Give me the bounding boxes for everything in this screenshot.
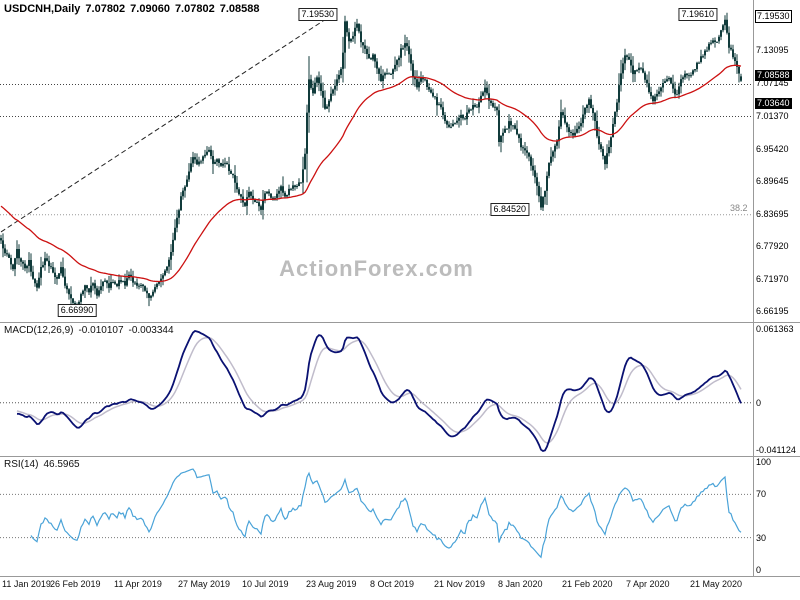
price-axis-label: 6.66195 xyxy=(756,305,789,316)
x-axis-label: 7 Apr 2020 xyxy=(626,579,670,589)
fib-ratio-label: 38.2 xyxy=(730,202,748,213)
x-axis-label: 11 Apr 2019 xyxy=(114,579,162,589)
rsi-axis-label: 0 xyxy=(756,565,762,575)
macd-line xyxy=(16,330,742,452)
chart-title: USDCNH,Daily 7.07802 7.09060 7.07802 7.08588 xyxy=(4,3,264,15)
macd-indicator-label: MACD(12,26,9) -0.010107 -0.003344 xyxy=(4,325,179,336)
price-axis-label: 6.89645 xyxy=(756,175,789,186)
price-axis-label: 7.08588 xyxy=(755,70,792,82)
rsi-title: RSI(14) xyxy=(4,459,39,470)
rsi-value: 46.5965 xyxy=(43,459,80,470)
moving-average-line xyxy=(0,64,742,283)
macd-value-main: -0.010107 xyxy=(78,325,124,336)
rsi-axis-label: 30 xyxy=(756,532,767,543)
x-axis-label: 23 Aug 2019 xyxy=(306,579,357,589)
rsi-indicator-label: RSI(14) 46.5965 xyxy=(4,459,85,470)
price-axis-label: 7.13095 xyxy=(756,45,789,56)
x-axis-label: 27 May 2019 xyxy=(178,579,231,589)
macd-axis-min: -0.041124 xyxy=(756,445,796,455)
macd-axis-zero: 0 xyxy=(756,397,762,408)
price-annotation: 7.19610 xyxy=(678,8,717,21)
price-annotation: 6.84520 xyxy=(490,203,529,217)
price-axis-label: 7.07145 xyxy=(756,78,789,89)
x-axis-label: 26 Feb 2019 xyxy=(50,579,101,589)
price-annotation: 6.66990 xyxy=(57,303,97,317)
price-axis-label: 6.83695 xyxy=(756,208,789,219)
x-axis-label: 21 Feb 2020 xyxy=(562,579,613,589)
macd-value-signal: -0.003344 xyxy=(128,325,174,336)
price-axis-label: 7.03640 xyxy=(755,97,792,109)
price-annotation: 7.19530 xyxy=(298,8,337,21)
price-axis-label: 6.77920 xyxy=(756,240,789,251)
price-axis-label: 7.19530 xyxy=(755,9,792,23)
x-axis-label: 11 Jan 2019 xyxy=(2,579,51,589)
panel-separators xyxy=(0,322,800,577)
x-axis-label: 21 Nov 2019 xyxy=(434,579,486,589)
rsi-axis-label: 70 xyxy=(756,489,767,500)
ohlc-low: 7.07802 xyxy=(174,3,215,15)
ohlc-open: 7.07802 xyxy=(85,3,126,15)
x-axis-label: 21 May 2020 xyxy=(690,579,743,589)
x-axis-label: 8 Oct 2019 xyxy=(370,579,415,589)
ohlc-high: 7.09060 xyxy=(130,3,170,15)
symbol-timeframe: USDCNH,Daily xyxy=(4,3,81,15)
candle-bodies xyxy=(0,19,742,307)
watermark: ActionForex.com xyxy=(279,256,474,281)
price-axis-label: 6.95420 xyxy=(756,143,789,154)
price-axis-label: 6.71970 xyxy=(756,273,789,284)
price-axis-label: 7.01370 xyxy=(756,110,789,121)
x-axis-label: 10 Jul 2019 xyxy=(242,579,289,589)
x-axis-label: 8 Jan 2020 xyxy=(498,579,543,589)
ohlc-close: 7.08588 xyxy=(219,3,260,15)
macd-title: MACD(12,26,9) xyxy=(4,325,74,336)
trendline xyxy=(0,12,336,233)
rsi-line xyxy=(30,468,742,559)
macd-axis-max: 0.061363 xyxy=(756,324,794,334)
rsi-axis-label: 100 xyxy=(756,457,772,467)
